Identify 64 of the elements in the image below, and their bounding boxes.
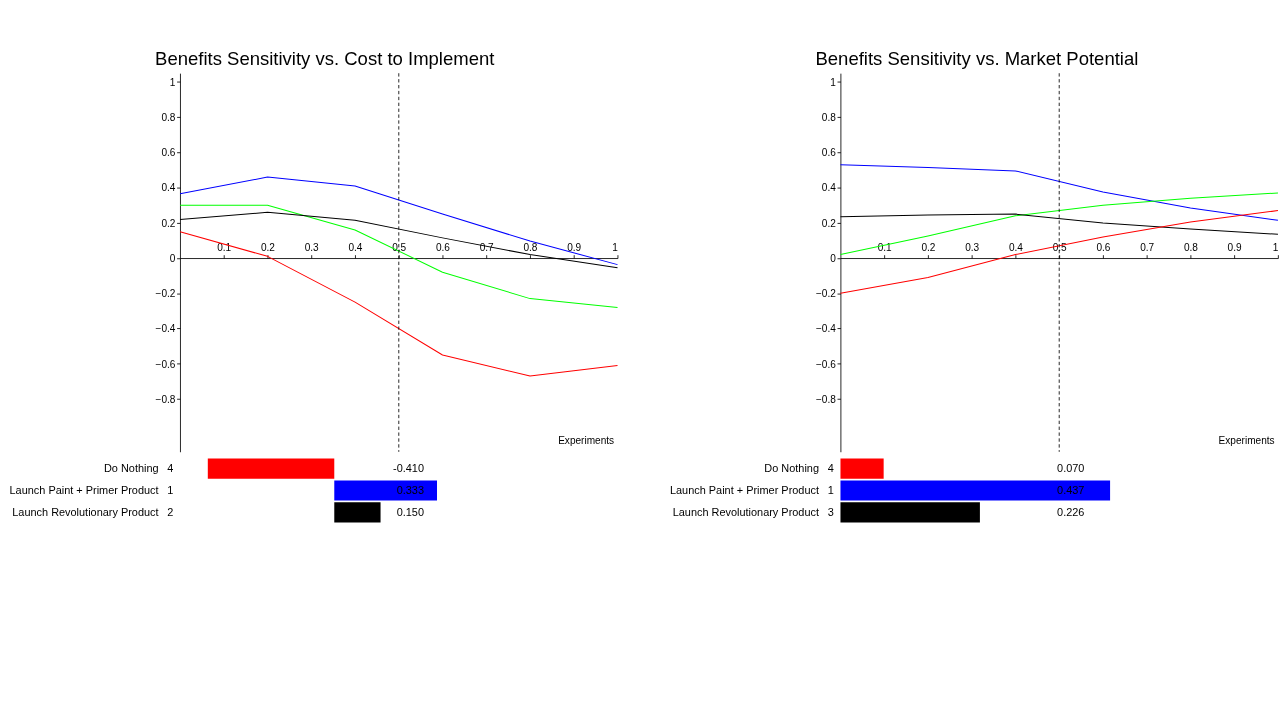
line-series: [839, 164, 1279, 221]
data-label: 0.333: [396, 483, 425, 496]
y-tick-label: −0.8: [815, 393, 837, 405]
text: 4: [827, 462, 834, 475]
x-tick-label: 0.3: [304, 241, 320, 253]
data-label: 0.437: [1057, 483, 1085, 496]
chart-title: Benefits Sensitivity vs. Cost to Implement: [155, 48, 495, 70]
text: 2: [167, 505, 174, 518]
y-tick-label: 0: [830, 252, 837, 264]
y-tick-label: Launch Revolutionary Product: [12, 505, 159, 518]
y-tick-label: 1: [830, 76, 837, 88]
line-series: [179, 204, 619, 308]
x-tick-label: 0.5: [392, 241, 407, 253]
y-tick-label: −0.8: [155, 393, 176, 405]
x-axis-title: Experiments: [1218, 435, 1275, 447]
x-tick-label: 0.2: [260, 241, 276, 253]
line-series: [839, 210, 1279, 294]
line-series: [179, 231, 619, 377]
y-tick-label: 0.2: [821, 217, 837, 229]
x-tick-label: 0.3: [965, 241, 980, 253]
data-label: 0.070: [1057, 462, 1085, 475]
line-series: [179, 176, 619, 266]
y-tick-label: −0.6: [815, 358, 837, 370]
x-tick-label: 0.7: [1140, 241, 1155, 253]
chart-title: Benefits Sensitivity vs. Market Potential: [815, 48, 1139, 70]
data-label: -0.410: [393, 462, 425, 475]
line-series: [839, 192, 1279, 256]
y-tick-label: −0.6: [155, 358, 176, 370]
y-tick-label: 0.8: [161, 112, 176, 124]
y-tick-label: Launch Revolutionary Product: [672, 505, 820, 518]
y-tick-label: −0.4: [815, 323, 837, 335]
text: 4: [167, 462, 174, 475]
y-tick-label: −0.4: [155, 323, 176, 335]
y-tick-label: −0.2: [815, 288, 837, 300]
y-tick-label: 0.2: [161, 217, 176, 229]
y-tick-label: 1: [169, 76, 176, 88]
x-tick-label: 0.6: [435, 241, 451, 253]
y-tick-label: Launch Paint + Primer Product: [669, 483, 820, 496]
y-tick-label: −0.2: [155, 288, 176, 300]
x-tick-label: 1: [1272, 241, 1279, 253]
y-tick-label: 0.6: [161, 147, 176, 159]
data-label: 0.150: [396, 505, 425, 518]
y-tick-label: Do Nothing: [764, 462, 820, 475]
y-tick-label: 0.4: [821, 182, 837, 194]
x-tick-label: 0.1: [877, 241, 893, 253]
x-tick-label: 0.4: [348, 241, 363, 253]
text: 3: [827, 505, 834, 518]
y-tick-label: 0.6: [821, 147, 837, 159]
y-tick-label: Do Nothing: [103, 462, 159, 475]
y-tick-label: 0.8: [821, 112, 837, 124]
x-tick-label: 0.9: [1227, 241, 1243, 253]
x-tick-label: 0.4: [1008, 241, 1024, 253]
y-tick-label: 0: [169, 252, 176, 264]
x-tick-label: 0.8: [1183, 241, 1199, 253]
x-axis-title: Experiments: [558, 435, 615, 447]
y-tick-label: 0.4: [161, 182, 176, 194]
x-tick-label: 0.6: [1096, 241, 1111, 253]
x-tick-label: 0.1: [217, 241, 232, 253]
x-tick-label: 0.8: [523, 241, 538, 253]
data-label: 0.226: [1057, 505, 1085, 518]
x-tick-label: 1: [612, 241, 619, 253]
x-tick-label: 0.2: [921, 241, 936, 253]
y-tick-label: Launch Paint + Primer Product: [9, 483, 159, 496]
x-tick-label: 0.9: [567, 241, 582, 253]
